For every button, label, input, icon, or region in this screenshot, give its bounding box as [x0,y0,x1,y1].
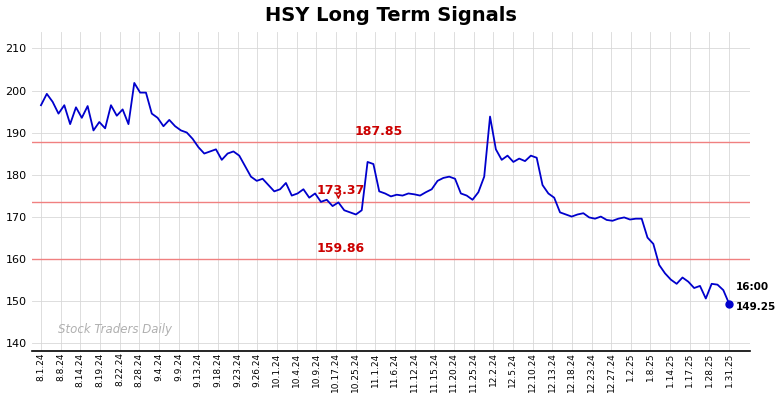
Text: 149.25: 149.25 [736,302,776,312]
Text: 173.37: 173.37 [316,184,365,197]
Title: HSY Long Term Signals: HSY Long Term Signals [265,6,517,25]
Text: 187.85: 187.85 [354,125,402,138]
Text: 159.86: 159.86 [316,242,365,255]
Text: 16:00: 16:00 [736,282,769,292]
Text: Stock Traders Daily: Stock Traders Daily [59,323,172,336]
